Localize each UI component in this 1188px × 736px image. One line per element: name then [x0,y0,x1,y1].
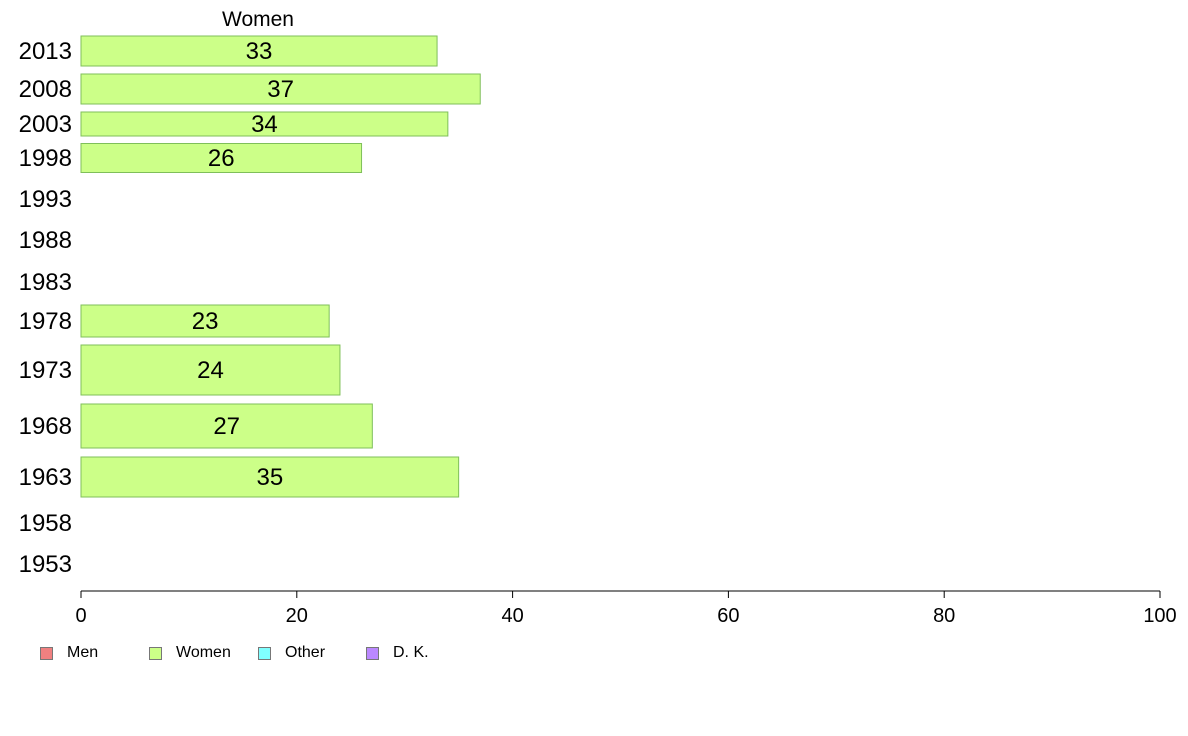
y-tick-label: 1993 [19,186,72,213]
x-tick-label: 0 [75,605,86,627]
bar-value-label: 26 [208,145,235,172]
legend-label-men: Men [67,644,99,661]
x-axis: 0 20 40 60 80 100 [75,590,1177,627]
legend-label-women: Women [176,644,231,661]
legend-label-dk: D. K. [393,644,429,661]
y-tick-label: 1978 [19,308,72,335]
legend-item-men: Men [40,644,98,662]
x-tick-label: 100 [1143,605,1176,627]
y-tick-label: 1958 [19,510,72,537]
bar-value-label: 27 [213,413,240,440]
legend-swatch-men [40,646,53,660]
x-tick-label: 20 [286,605,308,627]
legend-item-dk: D. K. [366,644,429,662]
chart-title: Women [222,8,294,31]
bar [80,35,438,67]
legend-item-women: Women [149,644,231,662]
legend-swatch-dk [366,646,379,660]
bar [80,344,341,396]
y-tick-label: 1983 [19,269,72,296]
x-tick-label: 40 [501,605,523,627]
bar [80,143,363,173]
bar [80,456,460,498]
y-axis-labels: 2013 2008 2003 1998 1993 1988 1983 1978 1973 1968… [19,38,72,578]
y-tick-label: 2008 [19,76,72,103]
y-tick-label: 2013 [19,38,72,65]
bar-value-label: 37 [267,76,294,103]
y-tick-label: 1953 [19,551,72,578]
y-tick-label: 1973 [19,357,72,384]
bar [80,403,373,449]
bar-value-label: 24 [197,357,224,384]
x-tick-label: 60 [717,605,739,627]
bar-value-label: 23 [192,308,219,335]
y-tick-label: 1998 [19,145,72,172]
bar [80,111,449,137]
bar-chart: Women 2013 2008 2003 1998 1993 1988 1983 1978 19… [19,8,1177,627]
legend-swatch-women [149,646,162,660]
x-tick-label: 80 [933,605,955,627]
y-tick-label: 2003 [19,111,72,138]
bar [80,73,481,105]
legend: Men Women Other D. K. [0,644,1188,668]
legend-swatch-other [258,646,271,660]
legend-item-other: Other [258,644,325,662]
legend-label-other: Other [285,644,326,661]
bar-value-label: 35 [256,464,283,491]
bar [80,304,330,338]
y-tick-label: 1988 [19,227,72,254]
bar-value-label: 33 [246,38,273,65]
y-tick-label: 1963 [19,464,72,491]
y-tick-label: 1968 [19,413,72,440]
bar-value-label: 34 [251,111,278,138]
bars: 33 37 34 26 23 24 27 35 [80,35,481,498]
